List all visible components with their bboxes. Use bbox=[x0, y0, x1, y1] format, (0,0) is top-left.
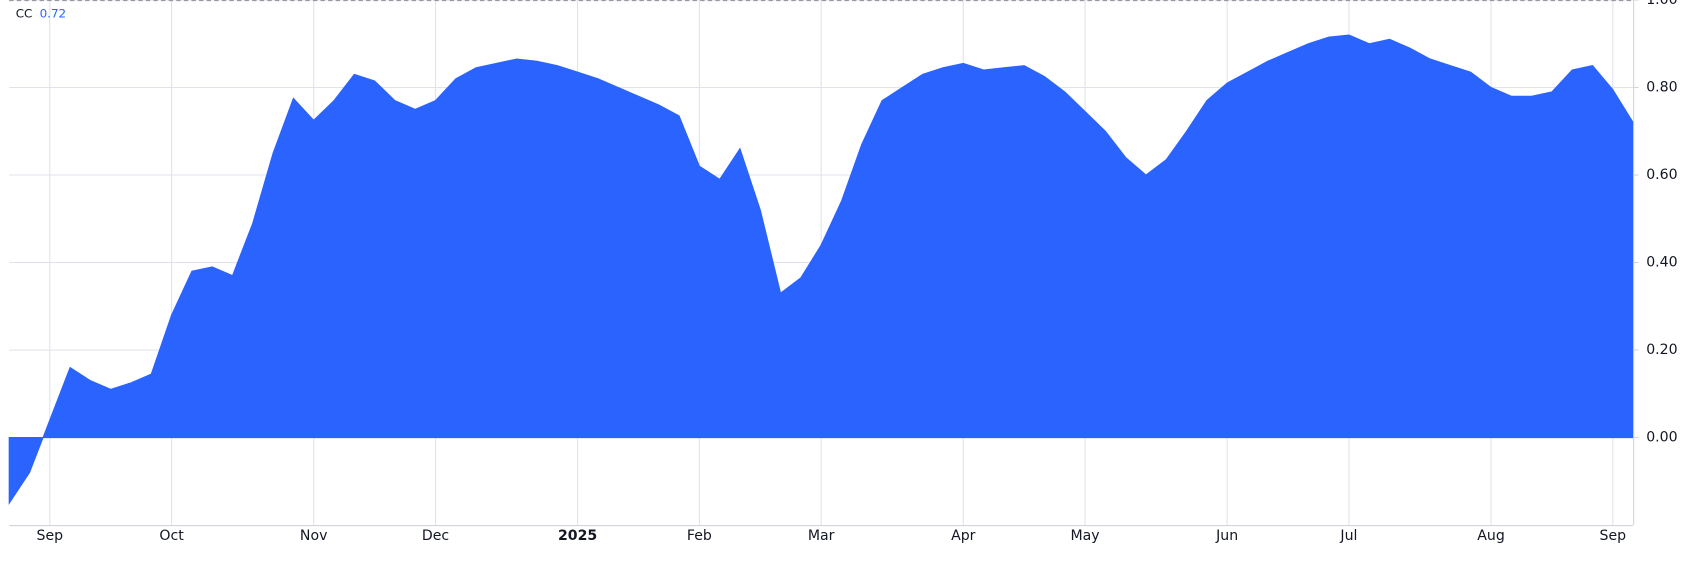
x-tick-label: Jun bbox=[1215, 528, 1238, 544]
y-tick-label: 0.60 bbox=[1646, 167, 1677, 183]
y-tick-label: 0.00 bbox=[1646, 430, 1677, 446]
legend-value: 0.72 bbox=[40, 7, 67, 21]
plot-area bbox=[8, 34, 1634, 505]
legend-name: CC bbox=[16, 7, 33, 21]
y-tick-label: 1.00 bbox=[1646, 0, 1677, 8]
area bbox=[8, 34, 1634, 505]
legend: CC 0.72 bbox=[16, 7, 66, 21]
x-tick-label: 2025 bbox=[558, 528, 597, 544]
axes: 0.00 0.20 0.40 0.60 0.80 1.00 Sep Oct Nov Dec 2025… bbox=[9, 0, 1678, 544]
y-tick-label: 0.40 bbox=[1646, 255, 1677, 271]
x-tick-label: Sep bbox=[1600, 528, 1627, 544]
x-tick-label: Mar bbox=[808, 528, 835, 544]
x-tick-label: Feb bbox=[687, 528, 712, 544]
x-tick-label: Oct bbox=[159, 528, 184, 544]
x-tick-label: Apr bbox=[951, 528, 976, 544]
x-tick-label: Dec bbox=[422, 528, 449, 544]
y-tick-label: 0.80 bbox=[1646, 80, 1677, 96]
x-tick-label: Nov bbox=[300, 528, 328, 544]
x-tick-label: Jul bbox=[1339, 528, 1357, 544]
x-tick-label: Sep bbox=[37, 528, 64, 544]
x-tick-label: Aug bbox=[1477, 528, 1505, 544]
x-tick-label: May bbox=[1070, 528, 1099, 544]
y-tick-label: 0.20 bbox=[1646, 342, 1677, 358]
